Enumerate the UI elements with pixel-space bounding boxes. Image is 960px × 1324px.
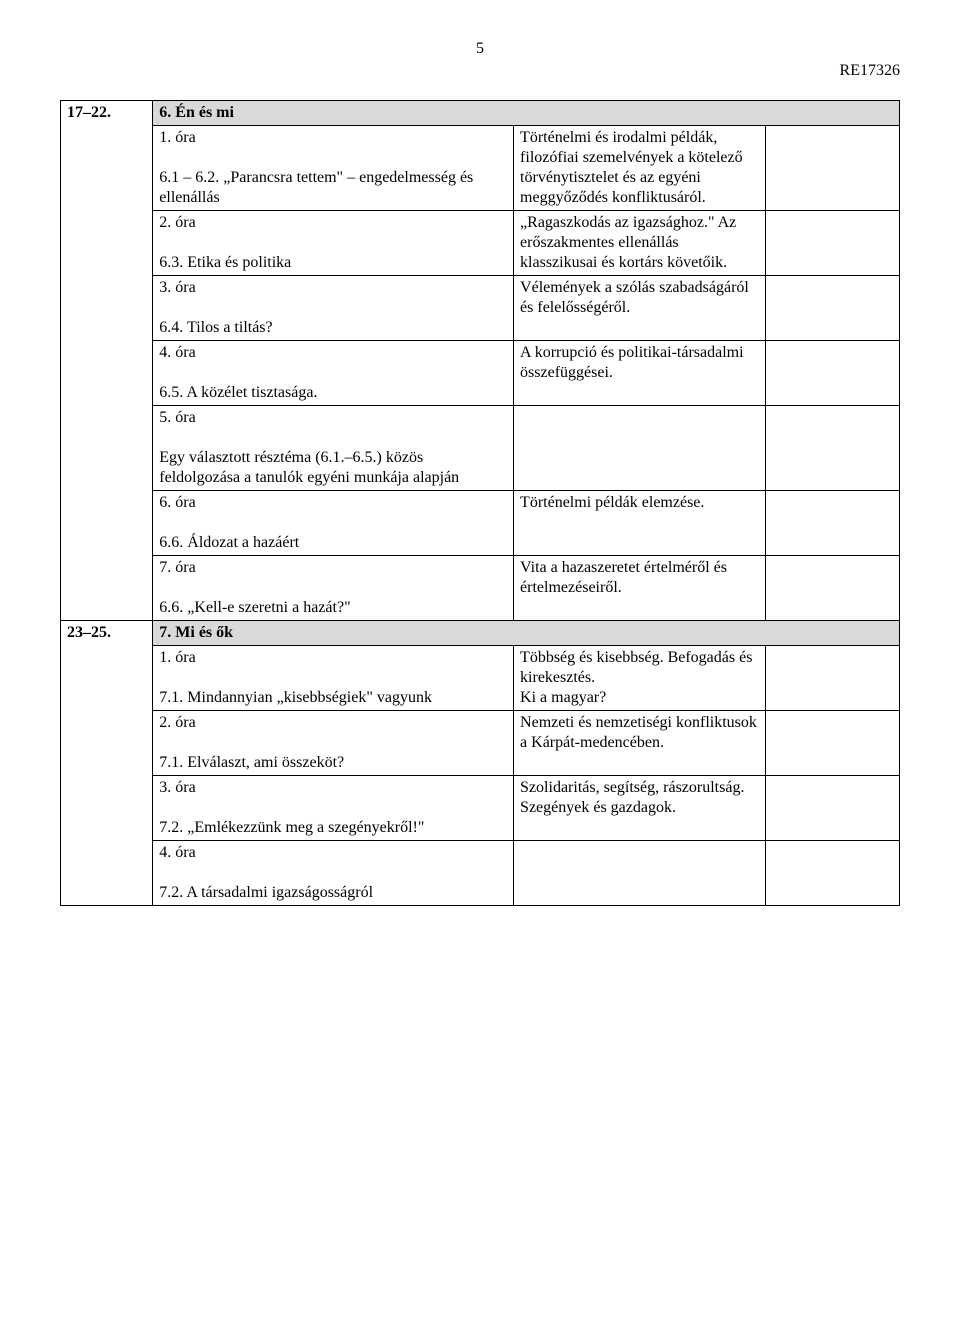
- lesson-cell: 5. óra Egy választott résztéma (6.1.–6.5…: [153, 406, 514, 491]
- empty-cell: [765, 711, 899, 776]
- lesson-cell: 2. óra 7.1. Elválaszt, ami összeköt?: [153, 711, 514, 776]
- document-id: RE17326: [60, 62, 900, 80]
- description-cell: Történelmi és irodalmi példák, filozófia…: [514, 126, 766, 211]
- description-cell: „Ragaszkodás az igazsághoz." Az erőszakm…: [514, 211, 766, 276]
- description-cell: Szolidaritás, segítség, rászorultság. Sz…: [514, 776, 766, 841]
- description-cell: Nemzeti és nemzetiségi konfliktusok a Ká…: [514, 711, 766, 776]
- empty-cell: [765, 841, 899, 906]
- lesson-cell: 3. óra 6.4. Tilos a tiltás?: [153, 276, 514, 341]
- lesson-range: 17–22.: [61, 101, 153, 621]
- empty-cell: [765, 211, 899, 276]
- lesson-cell: 1. óra 7.1. Mindannyian „kisebbségiek" v…: [153, 646, 514, 711]
- lesson-cell: 3. óra 7.2. „Emlékezzünk meg a szegények…: [153, 776, 514, 841]
- empty-cell: [765, 646, 899, 711]
- description-cell: Történelmi példák elemzése.: [514, 491, 766, 556]
- lesson-cell: 7. óra 6.6. „Kell-e szeretni a hazát?": [153, 556, 514, 621]
- description-cell: A korrupció és politikai-társadalmi össz…: [514, 341, 766, 406]
- description-cell: Többség és kisebbség. Befogadás és kirek…: [514, 646, 766, 711]
- empty-cell: [765, 126, 899, 211]
- page-number: 5: [60, 40, 900, 58]
- description-cell: [514, 406, 766, 491]
- description-cell: Vita a hazaszeretet értelméről és értelm…: [514, 556, 766, 621]
- lesson-cell: 2. óra 6.3. Etika és politika: [153, 211, 514, 276]
- empty-cell: [765, 341, 899, 406]
- description-cell: Vélemények a szólás szabadságáról és fel…: [514, 276, 766, 341]
- lesson-cell: 6. óra 6.6. Áldozat a hazáért: [153, 491, 514, 556]
- empty-cell: [765, 491, 899, 556]
- lesson-cell: 1. óra 6.1 – 6.2. „Parancsra tettem" – e…: [153, 126, 514, 211]
- empty-cell: [765, 776, 899, 841]
- lesson-cell: 4. óra 7.2. A társadalmi igazságosságról: [153, 841, 514, 906]
- section-title: 6. Én és mi: [153, 101, 900, 126]
- description-cell: [514, 841, 766, 906]
- curriculum-table: 17–22.6. Én és mi1. óra 6.1 – 6.2. „Para…: [60, 100, 900, 906]
- empty-cell: [765, 406, 899, 491]
- empty-cell: [765, 556, 899, 621]
- empty-cell: [765, 276, 899, 341]
- lesson-range: 23–25.: [61, 621, 153, 906]
- section-title: 7. Mi és ők: [153, 621, 900, 646]
- lesson-cell: 4. óra 6.5. A közélet tisztasága.: [153, 341, 514, 406]
